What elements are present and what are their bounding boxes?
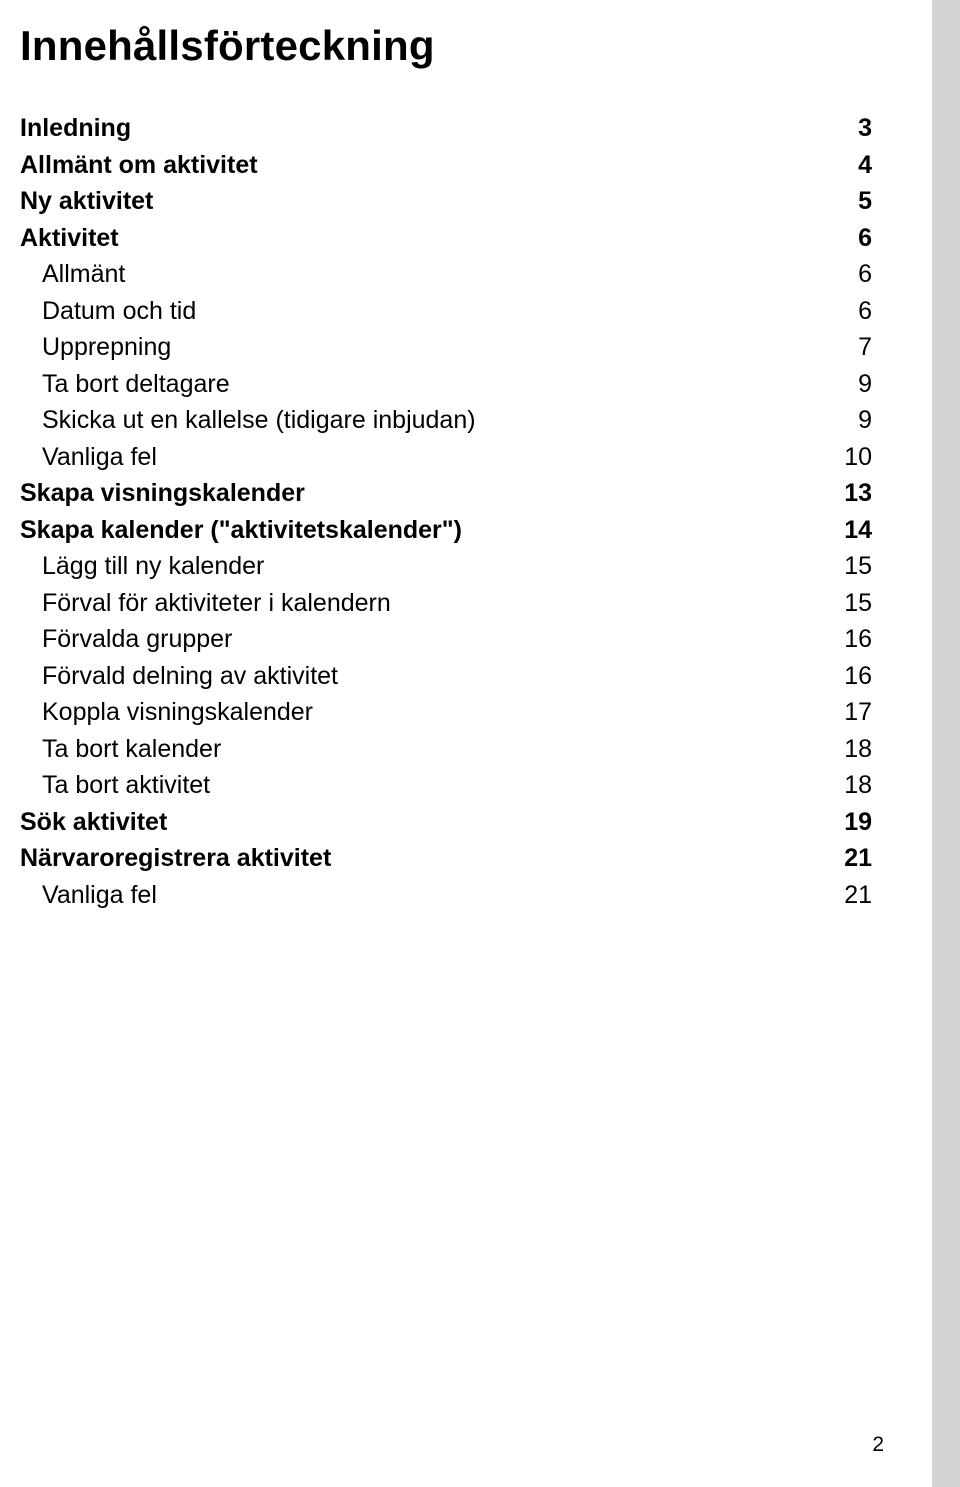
toc-label: Upprepning xyxy=(20,329,171,366)
toc-label: Inledning xyxy=(20,110,131,147)
toc-page: 9 xyxy=(858,402,872,439)
toc-label: Datum och tid xyxy=(20,293,196,330)
page-number-footer: 2 xyxy=(872,1433,884,1457)
toc-page: 15 xyxy=(844,585,872,622)
toc-row[interactable]: Förvalda grupper 16 xyxy=(20,621,872,658)
toc-page: 21 xyxy=(844,877,872,914)
toc-row[interactable]: Koppla visningskalender 17 xyxy=(20,694,872,731)
toc-label: Förval för aktiviteter i kalendern xyxy=(20,585,391,622)
toc-row[interactable]: Inledning 3 xyxy=(20,110,872,147)
toc-page: 6 xyxy=(858,256,872,293)
toc-label: Skicka ut en kallelse (tidigare inbjudan… xyxy=(20,402,476,439)
toc-page: 19 xyxy=(844,804,872,841)
toc-label: Ta bort aktivitet xyxy=(20,767,210,804)
toc-row[interactable]: Sök aktivitet 19 xyxy=(20,804,872,841)
toc-row[interactable]: Skapa kalender ("aktivitetskalender") 14 xyxy=(20,512,872,549)
toc-row[interactable]: Vanliga fel 10 xyxy=(20,439,872,476)
toc-row[interactable]: Ta bort kalender 18 xyxy=(20,731,872,768)
toc-row[interactable]: Ta bort deltagare 9 xyxy=(20,366,872,403)
toc-row[interactable]: Vanliga fel 21 xyxy=(20,877,872,914)
toc-page: 18 xyxy=(844,731,872,768)
toc-page: 15 xyxy=(844,548,872,585)
table-of-contents: Inledning3Allmänt om aktivitet4Ny aktivi… xyxy=(20,110,872,913)
page: Innehållsförteckning Inledning3Allmänt o… xyxy=(0,0,932,1487)
toc-row[interactable]: Datum och tid 6 xyxy=(20,293,872,330)
toc-row[interactable]: Närvaroregistrera aktivitet 21 xyxy=(20,840,872,877)
toc-row[interactable]: Skapa visningskalender 13 xyxy=(20,475,872,512)
toc-label: Närvaroregistrera aktivitet xyxy=(20,840,331,877)
toc-page: 16 xyxy=(844,658,872,695)
toc-label: Skapa visningskalender xyxy=(20,475,305,512)
toc-page: 9 xyxy=(858,366,872,403)
toc-page: 17 xyxy=(844,694,872,731)
toc-page: 6 xyxy=(858,293,872,330)
toc-label: Skapa kalender ("aktivitetskalender") xyxy=(20,512,462,549)
toc-page: 10 xyxy=(844,439,872,476)
toc-page: 16 xyxy=(844,621,872,658)
toc-page: 18 xyxy=(844,767,872,804)
toc-label: Vanliga fel xyxy=(20,439,157,476)
toc-row[interactable]: Ta bort aktivitet 18 xyxy=(20,767,872,804)
page-title: Innehållsförteckning xyxy=(20,22,872,70)
toc-label: Förvalda grupper xyxy=(20,621,232,658)
toc-label: Lägg till ny kalender xyxy=(20,548,264,585)
toc-label: Förvald delning av aktivitet xyxy=(20,658,338,695)
spacer xyxy=(20,100,872,110)
toc-row[interactable]: Lägg till ny kalender 15 xyxy=(20,548,872,585)
toc-label: Vanliga fel xyxy=(20,877,157,914)
toc-page: 21 xyxy=(844,840,872,877)
toc-page: 3 xyxy=(858,110,872,147)
toc-row[interactable]: Aktivitet 6 xyxy=(20,220,872,257)
toc-label: Aktivitet xyxy=(20,220,119,257)
toc-row[interactable]: Upprepning 7 xyxy=(20,329,872,366)
content-area: Innehållsförteckning Inledning3Allmänt o… xyxy=(0,0,932,913)
toc-row[interactable]: Allmänt om aktivitet 4 xyxy=(20,147,872,184)
toc-label: Allmänt om aktivitet xyxy=(20,147,258,184)
toc-page: 5 xyxy=(858,183,872,220)
toc-row[interactable]: Allmänt 6 xyxy=(20,256,872,293)
toc-page: 6 xyxy=(858,220,872,257)
toc-label: Sök aktivitet xyxy=(20,804,167,841)
toc-label: Ta bort deltagare xyxy=(20,366,230,403)
toc-label: Ny aktivitet xyxy=(20,183,153,220)
toc-row[interactable]: Förval för aktiviteter i kalendern 15 xyxy=(20,585,872,622)
toc-label: Koppla visningskalender xyxy=(20,694,313,731)
toc-label: Ta bort kalender xyxy=(20,731,221,768)
toc-row[interactable]: Skicka ut en kallelse (tidigare inbjudan… xyxy=(20,402,872,439)
toc-label: Allmänt xyxy=(20,256,125,293)
toc-page: 14 xyxy=(844,512,872,549)
toc-row[interactable]: Ny aktivitet 5 xyxy=(20,183,872,220)
toc-page: 7 xyxy=(858,329,872,366)
toc-page: 13 xyxy=(844,475,872,512)
toc-page: 4 xyxy=(858,147,872,184)
toc-row[interactable]: Förvald delning av aktivitet 16 xyxy=(20,658,872,695)
